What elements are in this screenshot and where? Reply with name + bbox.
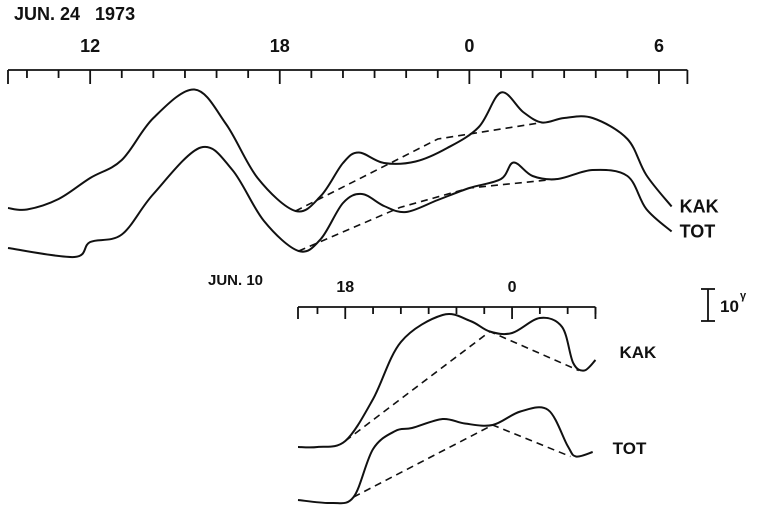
baseline-dashed-tot [353,424,571,498]
scale-bar: 10 γ [701,288,747,322]
panel-jun24: 12 18 0 6 KAK TOT [7,36,719,259]
x-tick-label: 6 [654,36,664,56]
panel-jun10: 18 0 JUN. 10 KAK TOT [208,272,657,505]
x-tick-label: 0 [508,279,517,296]
baseline-dashed-kak [344,330,580,442]
series-label-kak: KAK [680,197,719,217]
figure-date-label: JUN. 24 1973 [14,4,135,24]
x-tick-label: 12 [80,36,100,56]
scale-bar-unit: γ [740,290,747,302]
panel-title: JUN. 10 [208,272,263,289]
series-line-tot [297,406,594,505]
series-label-tot: TOT [613,439,647,458]
series-line-kak [7,88,673,213]
baseline-dashed-tot [298,178,558,252]
series-line-tot [7,145,673,259]
baseline-dashed-kak [295,121,543,212]
x-tick-label: 0 [464,36,474,56]
x-tick-label: 18 [336,279,354,296]
series-line-kak [297,313,597,449]
series-label-kak: KAK [619,343,657,362]
series-label-tot: TOT [680,222,716,242]
scale-bar-label: 10 [720,297,739,316]
x-tick-label: 18 [270,36,290,56]
